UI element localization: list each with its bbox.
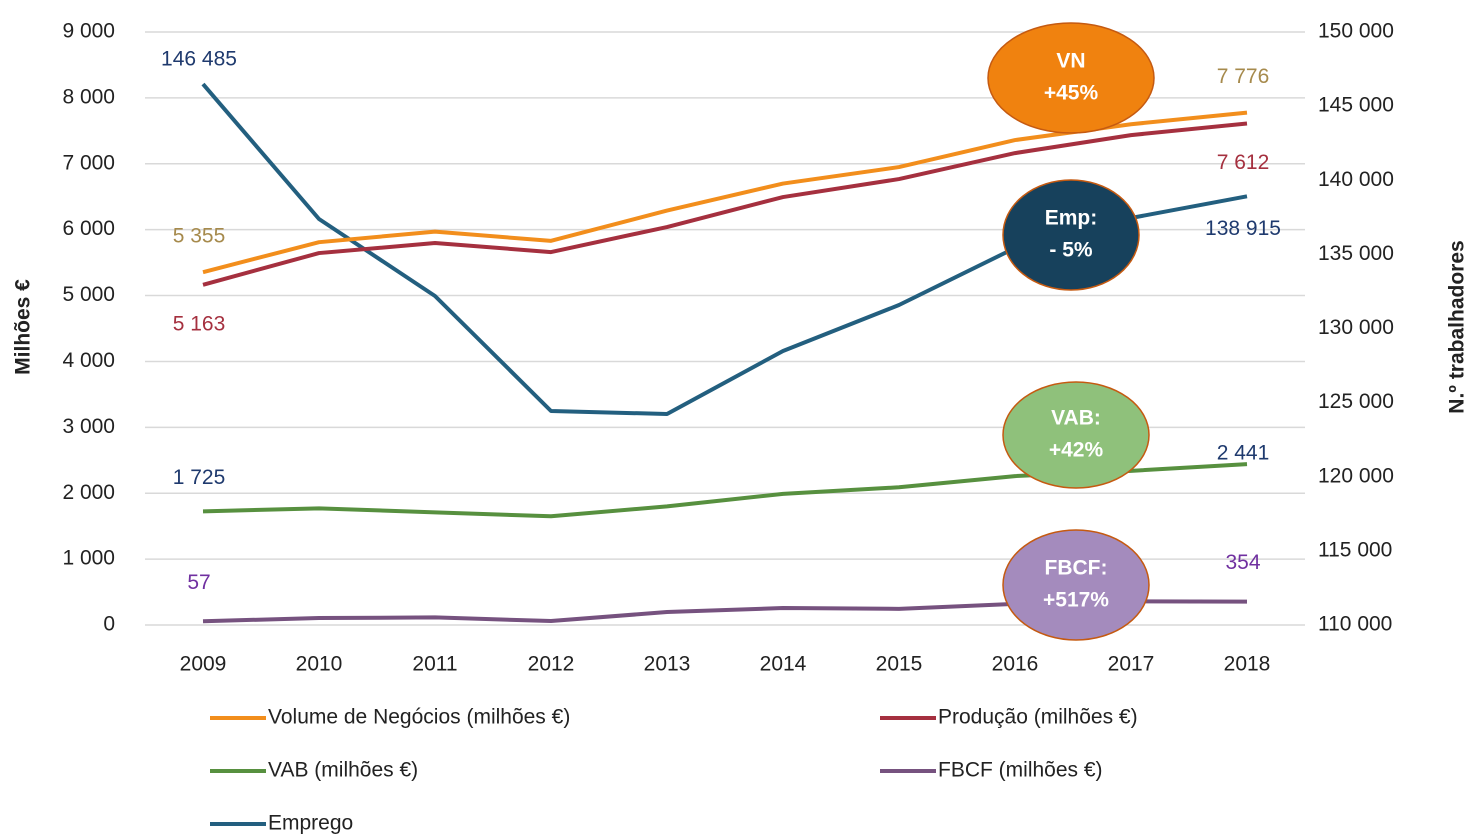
y2-tick-label: 150 000 [1318,20,1394,43]
legend-label: Produção (milhões €) [938,706,1138,729]
x-tick-label: 2014 [760,653,807,676]
x-tick-label: 2011 [412,653,457,676]
y2-tick-label: 120 000 [1318,464,1394,487]
x-tick-label: 2009 [180,653,227,676]
y-tick-label: 6 000 [62,217,115,240]
legend-label: FBCF (milhões €) [938,759,1103,782]
annotation-text: +517% [1043,589,1109,612]
data-label: 146 485 [161,48,237,71]
y2-tick-label: 140 000 [1318,168,1394,191]
annotation-bubble [1002,179,1140,291]
annotation-text: VN [1056,50,1085,73]
x-tick-label: 2018 [1224,653,1271,676]
legend-label: Volume de Negócios (milhões €) [268,706,570,729]
y-tick-label: 5 000 [62,283,115,306]
y-tick-label: 7 000 [62,151,115,174]
annotation-text: +42% [1049,439,1104,462]
legend-label: VAB (milhões €) [268,759,418,782]
y-tick-label: 4 000 [62,349,115,372]
y-tick-label: 0 [103,613,115,636]
y-tick-label: 1 000 [62,547,115,570]
data-label: 354 [1225,551,1260,574]
data-label: 5 355 [173,225,226,248]
x-tick-label: 2013 [644,653,691,676]
y-tick-label: 9 000 [62,20,115,43]
data-label: 1 725 [173,466,226,489]
y2-tick-label: 110 000 [1318,613,1392,636]
x-tick-label: 2010 [296,653,343,676]
y-tick-label: 3 000 [62,415,115,438]
annotation-bubble [1002,529,1150,641]
x-tick-label: 2016 [992,653,1039,676]
y2-tick-label: 125 000 [1318,390,1394,413]
data-label: 138 915 [1205,217,1281,240]
series-line [202,121,1248,287]
annotation-text: FBCF: [1045,557,1108,580]
y-tick-label: 2 000 [62,481,115,504]
y2-tick-label: 130 000 [1318,316,1394,339]
data-label: 5 163 [173,312,226,335]
x-tick-label: 2017 [1108,653,1155,676]
x-tick-label: 2012 [528,653,575,676]
data-label: 57 [187,571,210,594]
data-label: 2 441 [1217,442,1270,465]
legend-label: Emprego [268,812,353,835]
annotation-text: - 5% [1049,239,1093,262]
annotation-text: VAB: [1051,407,1101,430]
annotation-text: Emp: [1045,207,1098,230]
y-tick-label: 8 000 [62,85,115,108]
data-label: 7 612 [1217,151,1270,174]
y2-tick-label: 135 000 [1318,242,1394,265]
y-axis-title: Milhões € [12,279,35,375]
y2-axis-title: N.º trabalhadores [1446,240,1469,413]
annotation-bubble [987,22,1155,134]
x-tick-label: 2015 [876,653,923,676]
y2-tick-label: 115 000 [1318,538,1392,561]
annotation-bubble [1002,381,1150,489]
y2-tick-label: 145 000 [1318,94,1394,117]
annotation-text: +45% [1044,82,1099,105]
data-label: 7 776 [1217,65,1270,88]
